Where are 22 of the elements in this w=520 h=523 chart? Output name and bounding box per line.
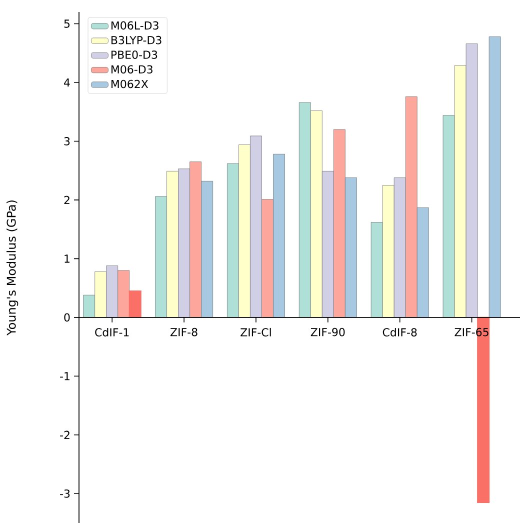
x-tick-label: CdIF-8: [382, 328, 417, 336]
x-tick-label: CdIF-1: [95, 328, 129, 336]
legend-label: PBE0-D3: [111, 50, 158, 59]
legend-label: M062X: [111, 80, 148, 88]
x-tick-label: ZIF-Cl: [240, 328, 271, 336]
legend-label: B3LYP-D3: [111, 36, 162, 44]
y-tick-label: 0: [64, 313, 70, 322]
x-tick-label: ZIF-8: [170, 328, 198, 336]
y-tick-label: -2: [60, 430, 70, 439]
legend-label: M06-D3: [111, 65, 152, 74]
bar: [488, 36, 501, 318]
y-tick-label: -3: [60, 489, 70, 498]
y-axis-title: Young's Modulus (GPa): [6, 200, 18, 336]
y-tick-label: 4: [64, 78, 70, 86]
y-tick-label: 5: [64, 20, 70, 28]
bar: [128, 290, 142, 318]
y-tick-label: -1: [60, 372, 70, 380]
x-tick-label: ZIF-90: [310, 328, 345, 336]
y-tick-label: 2: [64, 196, 70, 204]
y-tick-label: 1: [64, 254, 70, 263]
legend-label: M06L-D3: [111, 21, 158, 30]
y-tick-label: 3: [64, 137, 70, 146]
